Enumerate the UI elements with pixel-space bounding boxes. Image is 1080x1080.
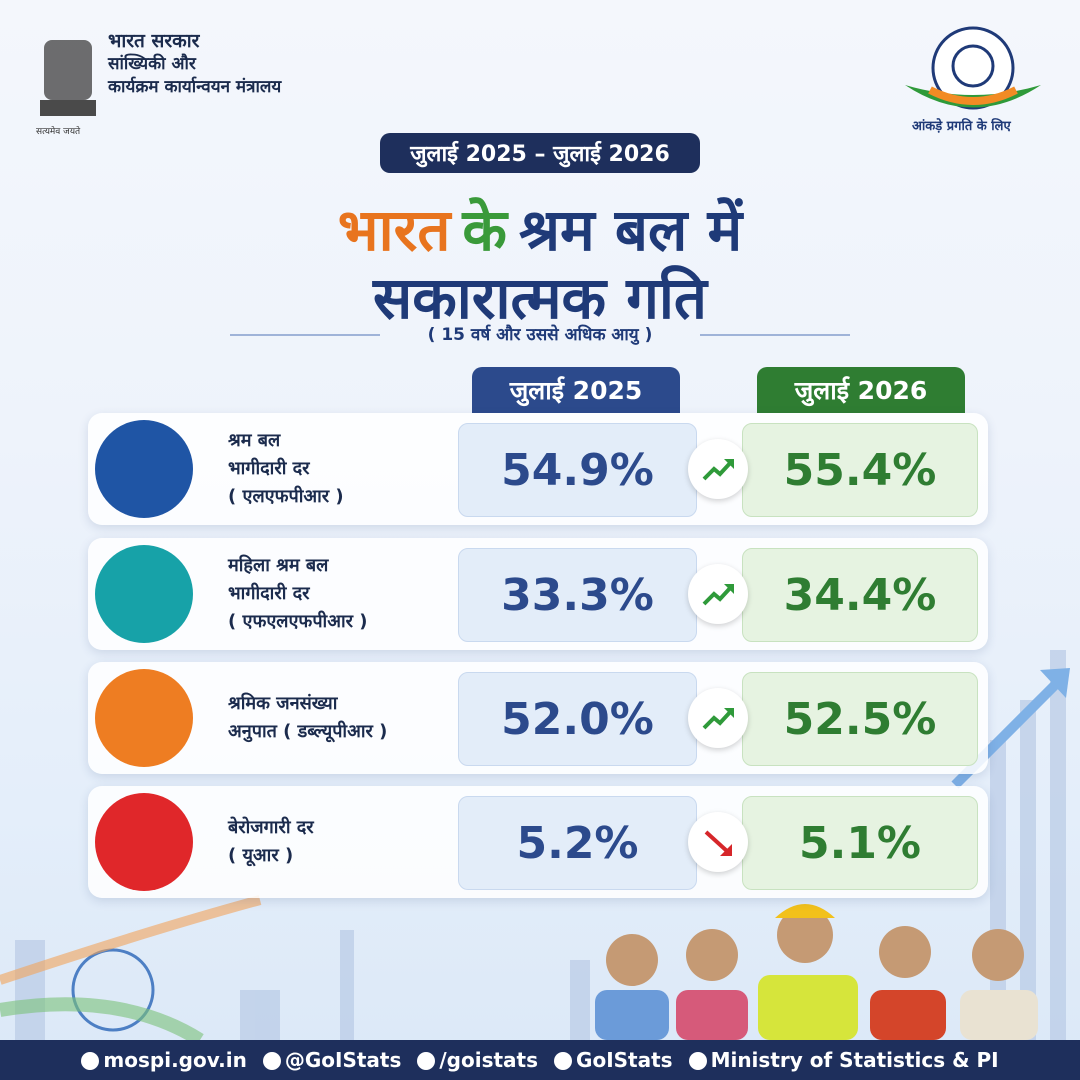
arrow-line: [702, 708, 734, 730]
title-line-1: भारत के श्रम बल में: [0, 188, 1080, 267]
arrow-line: [702, 459, 734, 481]
trend-indicator: [688, 439, 748, 499]
website[interactable]: mospi.gov.in: [81, 1048, 247, 1072]
icon: [417, 1052, 436, 1070]
government-text: भारत सरकार सांख्यिकी और कार्यक्रम कार्या…: [108, 30, 281, 99]
trend-indicator: [688, 812, 748, 872]
instagram-text: /goistats: [439, 1048, 539, 1072]
title-word: भारत: [337, 196, 451, 264]
row-icon: [95, 420, 193, 518]
column-header: जुलाई 2026: [757, 367, 965, 413]
instagram-handle[interactable]: /goistats: [417, 1048, 538, 1072]
whatsapp-handle[interactable]: Ministry of Statistics & PI: [688, 1048, 999, 1072]
trend-arrow: [702, 459, 734, 481]
value-2026: 52.5%: [742, 672, 978, 766]
gov-line: सांख्यिकी और: [108, 54, 196, 74]
divider: [230, 334, 380, 336]
row-icon: [95, 793, 193, 891]
value-2025: 52.0%: [458, 672, 697, 766]
trend-arrow: [702, 708, 734, 730]
trend-arrow: [704, 830, 732, 856]
title-line-2: सकारात्मक गति: [373, 264, 707, 332]
footer: mospi.gov.in @GoIStats /goistats GoIStat…: [0, 1040, 1080, 1080]
x-handle[interactable]: @GoIStats: [262, 1048, 402, 1072]
value-2025: 54.9%: [458, 423, 697, 517]
label-line: श्रम बल: [228, 430, 281, 451]
arrow-head: [724, 708, 734, 718]
label-line: श्रमिक जनसंख्या: [228, 693, 338, 714]
website-text: mospi.gov.in: [103, 1048, 247, 1072]
period-pill: जुलाई 2025 – जुलाई 2026: [380, 133, 700, 173]
linkedin-text: GoIStats: [576, 1048, 673, 1072]
label-line: भागीदारी दर: [228, 583, 310, 604]
icon: [554, 1052, 573, 1070]
trend-arrow: [702, 584, 734, 606]
linkedin-handle[interactable]: GoIStats: [554, 1048, 673, 1072]
icon: [81, 1052, 100, 1070]
value-2025: 33.3%: [458, 548, 697, 642]
arrow-line: [704, 830, 730, 854]
column-header: जुलाई 2025: [472, 367, 680, 413]
value-2026: 34.4%: [742, 548, 978, 642]
label-line: ( एफएलएफपीआर ): [228, 611, 368, 632]
decoration: [0, 26, 1070, 1040]
trend-indicator: [688, 688, 748, 748]
title-word: श्रम बल में: [518, 196, 743, 264]
whatsapp-text: Ministry of Statistics & PI: [710, 1048, 999, 1072]
subtitle: ( 15 वर्ष और उससे अधिक आयु ): [427, 325, 653, 345]
trend-indicator: [688, 564, 748, 624]
x-handle-text: @GoIStats: [284, 1048, 402, 1072]
row-label: श्रमिक जनसंख्या अनुपात ( डब्ल्यूपीआर ): [228, 690, 387, 746]
label-line: ( एलएफपीआर ): [228, 486, 344, 507]
icon: [688, 1052, 707, 1070]
gov-line: भारत सरकार: [108, 30, 200, 52]
title-word: के: [462, 196, 507, 264]
arrow-head: [724, 584, 734, 594]
value-2025: 5.2%: [458, 796, 697, 890]
arrow-head: [724, 459, 734, 469]
row-icon: [95, 669, 193, 767]
logo-tagline: आंकड़े प्रगति के लिए: [912, 119, 1011, 134]
icon: [262, 1052, 281, 1070]
row-icon: [95, 545, 193, 643]
row-label: श्रम बल भागीदारी दर ( एलएफपीआर ): [228, 427, 344, 511]
row-label: बेरोजगारी दर ( यूआर ): [228, 814, 314, 870]
label-line: ( यूआर ): [228, 845, 294, 866]
gov-line: कार्यक्रम कार्यान्वयन मंत्रालय: [108, 77, 282, 97]
arrow-line: [702, 584, 734, 606]
label-line: अनुपात ( डब्ल्यूपीआर ): [228, 721, 388, 742]
label-line: भागीदारी दर: [228, 458, 310, 479]
row-label: महिला श्रम बल भागीदारी दर ( एफएलएफपीआर ): [228, 552, 367, 636]
emblem-motto: सत्यमेव जयते: [36, 127, 81, 137]
value-2026: 55.4%: [742, 423, 978, 517]
divider: [700, 334, 850, 336]
arrow-head: [720, 844, 732, 856]
value-2026: 5.1%: [742, 796, 978, 890]
label-line: महिला श्रम बल: [228, 555, 329, 576]
label-line: बेरोजगारी दर: [228, 817, 314, 838]
